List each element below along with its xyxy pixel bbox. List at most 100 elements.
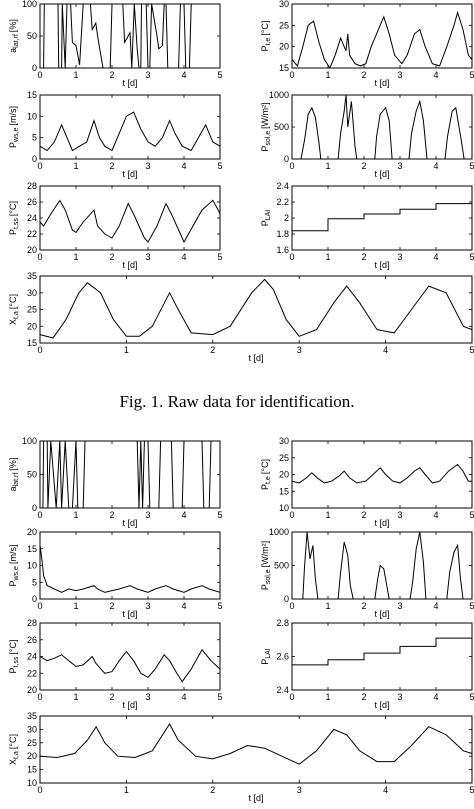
x-tick-label: 4 (181, 510, 186, 520)
x-tick-label: 2 (361, 601, 366, 611)
x-tick-label: 0 (37, 252, 42, 262)
x-tick-label: 0 (37, 161, 42, 171)
x-tick-label: 1 (124, 345, 129, 355)
y-axis-label-main: P (260, 659, 270, 665)
y-axis-label-main: X (8, 319, 18, 325)
y-axis-label-main: P (260, 45, 270, 51)
y-tick-label: 0 (32, 63, 37, 73)
x-tick-label: 0 (289, 692, 294, 702)
x-tick-label: 2 (210, 785, 215, 795)
y-tick-label: 30 (279, 0, 289, 9)
x-tick-label: 5 (469, 161, 474, 171)
y-axis-label: Xt,a [°C] (8, 294, 20, 325)
plot-frame (39, 275, 473, 344)
y-axis-label: alat,rf [%] (8, 19, 20, 53)
y-axis-label: PLAI (260, 648, 272, 665)
x-tick-label: 5 (217, 692, 222, 702)
series-line (292, 203, 472, 232)
y-axis-label: Psol,e[W/m²] (260, 102, 272, 151)
x-tick-label: 3 (145, 161, 150, 171)
y-tick-label: 0 (32, 594, 37, 604)
x-tick-label: 0 (289, 510, 294, 520)
x-axis-label: t [d] (374, 518, 389, 528)
y-tick-label: 10 (27, 111, 37, 121)
x-tick-label: 5 (217, 70, 222, 80)
y-axis-label-subscript: sol,e (265, 131, 272, 146)
chart-panel-12: 0 1 2 3 4 5 t [d] 20 22 24 26 28 Pt,ss [°C] (8, 618, 223, 710)
x-tick-label: 5 (469, 692, 474, 702)
plot-frame (291, 94, 473, 160)
y-axis-label-unit: [°C] (8, 294, 18, 309)
x-tick-label: 2 (109, 601, 114, 611)
y-tick-label: 15 (27, 90, 37, 100)
y-axis-label-subscript: lat,rf (13, 473, 20, 487)
y-axis-label-subscript: ws,e (13, 566, 20, 582)
chart-panel-7: 0 1 2 3 4 5 t [d] 15 20 25 30 35 Xt,a [°C] (8, 271, 474, 363)
x-tick-label: 4 (181, 252, 186, 262)
x-axis-label: t [d] (248, 793, 263, 803)
y-axis-label: alat,rf [%] (8, 458, 20, 492)
y-tick-label: 0 (284, 594, 289, 604)
x-tick-label: 3 (145, 252, 150, 262)
x-tick-label: 1 (325, 161, 330, 171)
y-axis-label-unit: [°C] (8, 639, 18, 654)
x-axis-label: t [d] (374, 609, 389, 619)
x-tick-label: 2 (109, 510, 114, 520)
plot-frame (291, 185, 473, 251)
y-tick-label: 15 (27, 544, 37, 554)
chart-panel-1: 0 1 2 3 4 5 t [d] 0 50 100 alat,rf [%] (8, 0, 223, 88)
x-tick-label: 1 (73, 601, 78, 611)
y-axis-label: Xt,a [°C] (8, 734, 20, 765)
y-axis-label-main: P (260, 220, 270, 226)
x-tick-label: 2 (109, 70, 114, 80)
y-axis-label: Psol,e[W/m²] (260, 541, 272, 590)
y-axis-label-unit: [%] (8, 458, 18, 471)
y-tick-label: 2.4 (276, 181, 289, 191)
y-tick-label: 2.2 (276, 197, 289, 207)
x-tick-label: 4 (181, 161, 186, 171)
chart-panel-11: 0 1 2 3 4 5 t [d] 0 500 1000 Psol,e[W/m²] (260, 527, 474, 619)
y-axis-label-subscript: t,a (13, 311, 20, 319)
chart-panel-4: 0 1 2 3 4 5 t [d] 0 500 1000 Psol,e [W/m²] (260, 90, 474, 179)
chart-panel-5: 0 1 2 3 4 5 t [d] 20 22 24 26 28 Pt,ss [°C] (8, 181, 223, 270)
series-line (292, 637, 472, 666)
x-tick-label: 1 (325, 70, 330, 80)
y-axis-label-main: P (8, 142, 18, 148)
x-tick-label: 1 (73, 692, 78, 702)
x-tick-label: 3 (397, 70, 402, 80)
y-tick-label: 25 (27, 738, 37, 748)
y-tick-label: 2.8 (276, 618, 289, 628)
x-tick-label: 2 (109, 161, 114, 171)
y-axis-label-unit: [°C] (8, 201, 18, 216)
x-tick-label: 4 (433, 510, 438, 520)
y-axis-label: Pws,e[m/s] (8, 106, 20, 148)
x-tick-label: 0 (289, 252, 294, 262)
y-axis-label-subscript: lat,rf (13, 34, 20, 48)
chart-panel-6: 0 1 2 3 4 5 t [d] 1.6 1.8 2 2.2 2.4 PLAI (260, 181, 474, 270)
y-axis-label: Pt,ss [°C] (8, 639, 20, 673)
y-axis-label-main: X (8, 759, 18, 765)
series-line (39, 545, 221, 593)
x-tick-label: 3 (297, 785, 302, 795)
y-axis-label: Pt,ss [°C] (8, 201, 20, 235)
y-tick-label: 5 (32, 133, 37, 143)
y-tick-label: 0 (32, 503, 37, 513)
y-tick-label: 20 (27, 685, 37, 695)
x-tick-label: 4 (433, 161, 438, 171)
y-tick-label: 1000 (269, 90, 289, 100)
y-axis-label-subscript: LAI (265, 648, 272, 659)
x-tick-label: 5 (217, 510, 222, 520)
y-tick-label: 25 (27, 305, 37, 315)
y-axis-label: PLAI (260, 210, 272, 227)
x-tick-label: 5 (469, 601, 474, 611)
x-tick-label: 1 (73, 510, 78, 520)
x-tick-label: 4 (181, 70, 186, 80)
y-axis-label-unit: [°C] (260, 21, 270, 36)
y-axis-label-subscript: t,e (265, 476, 272, 484)
y-tick-label: 28 (27, 181, 37, 191)
plot-frame (39, 531, 221, 600)
x-tick-label: 2 (210, 345, 215, 355)
y-axis-label-subscript: LAI (265, 210, 272, 221)
chart-panel-13: 0 1 2 3 4 5 t [d] 2.4 2.6 2.8 PLAI (260, 618, 474, 710)
